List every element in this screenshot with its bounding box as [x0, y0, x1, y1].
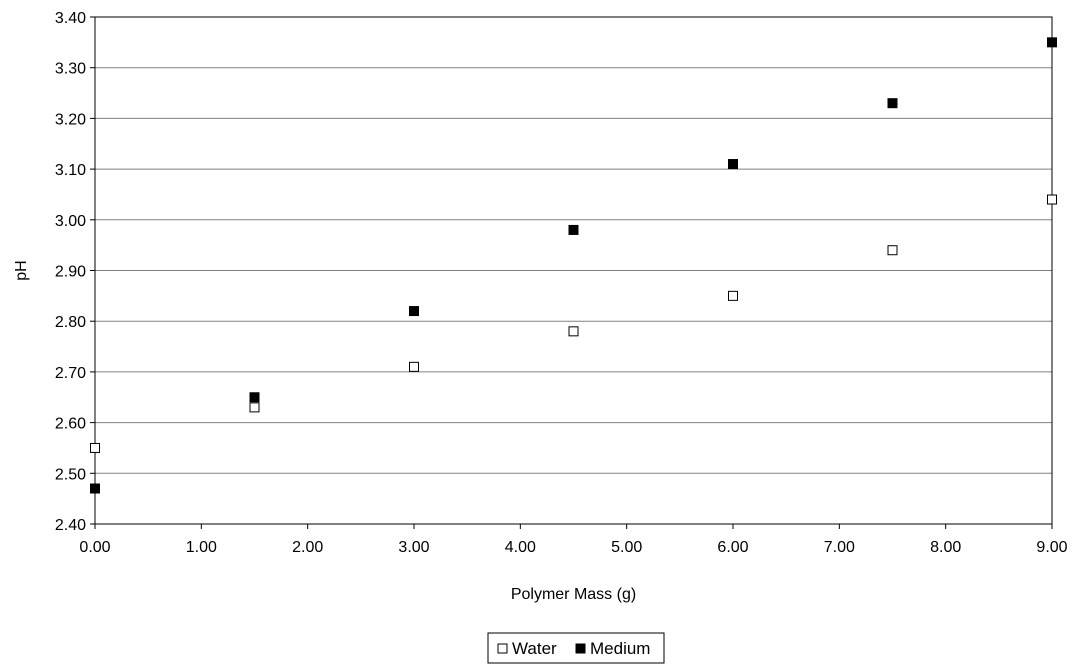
y-tick-label: 2.70	[55, 365, 86, 382]
x-tick-label: 8.00	[930, 539, 961, 556]
legend-label-medium: Medium	[590, 639, 650, 658]
y-tick-label: 2.80	[55, 314, 86, 331]
data-point-water	[1047, 194, 1057, 205]
series-water	[90, 194, 1057, 453]
legend-marker-water	[497, 643, 508, 654]
x-tick-label: 9.00	[1036, 539, 1067, 556]
x-tick-label: 6.00	[717, 539, 748, 556]
data-point-medium	[90, 483, 100, 494]
y-tick-label: 3.30	[55, 61, 86, 78]
data-point-water	[887, 245, 898, 256]
x-axis-ticks: 0.00 1.00 2.00 3.00 4.00 5.00 6.00 7.00 8.00 9.00	[79, 524, 1068, 556]
data-point-water	[728, 290, 738, 301]
y-axis-ticks: 2.40 2.50 2.60 2.70 2.80 2.90 3.00 3.10 3.20 3.30…	[55, 10, 95, 534]
x-axis-title: Polymer Mass (g)	[511, 586, 636, 603]
data-point-water	[90, 442, 100, 453]
x-tick-label: 4.00	[505, 539, 536, 556]
data-point-water	[249, 402, 260, 413]
data-point-water	[409, 361, 419, 372]
y-tick-label: 3.20	[55, 111, 86, 128]
data-point-medium	[887, 98, 898, 109]
gridlines	[95, 67, 1052, 474]
x-tick-label: 1.00	[186, 539, 217, 556]
legend-label-water: Water	[512, 639, 557, 658]
x-tick-label: 5.00	[611, 539, 642, 556]
data-point-medium	[409, 306, 419, 317]
x-tick-label: 7.00	[824, 539, 855, 556]
legend: Water Medium	[487, 632, 665, 664]
y-tick-label: 3.10	[55, 162, 86, 179]
data-point-medium	[1047, 37, 1057, 48]
data-point-medium	[568, 224, 579, 235]
data-points	[90, 37, 1057, 494]
x-tick-label: 3.00	[398, 539, 429, 556]
y-tick-label: 2.90	[55, 264, 86, 281]
data-point-medium	[249, 392, 260, 403]
legend-marker-medium	[575, 643, 586, 654]
x-tick-label: 0.00	[79, 539, 110, 556]
y-tick-label: 3.00	[55, 213, 86, 230]
series-medium	[90, 37, 1057, 494]
data-point-water	[568, 326, 579, 337]
y-tick-label: 3.40	[55, 10, 86, 27]
x-tick-label: 2.00	[292, 539, 323, 556]
y-axis-title: pH	[13, 260, 30, 280]
y-tick-label: 2.40	[55, 517, 86, 534]
data-point-medium	[728, 159, 738, 170]
y-tick-label: 2.50	[55, 466, 86, 483]
y-tick-label: 2.60	[55, 416, 86, 433]
